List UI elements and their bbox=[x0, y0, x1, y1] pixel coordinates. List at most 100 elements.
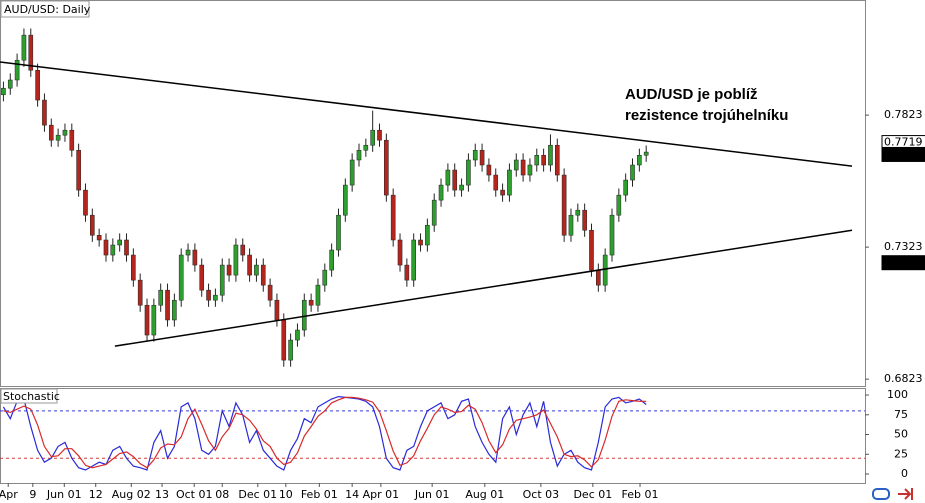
candle-body bbox=[596, 269, 601, 286]
candle-body bbox=[466, 159, 471, 186]
candle-body bbox=[42, 99, 47, 126]
candle-body bbox=[213, 294, 218, 301]
candle-body bbox=[103, 239, 109, 256]
x-tick-label: Feb 01 bbox=[301, 488, 338, 501]
x-tick-label: Feb 01 bbox=[622, 488, 659, 501]
x-tick-label: 9 bbox=[29, 488, 36, 501]
candle-body bbox=[554, 144, 560, 176]
candle-body bbox=[527, 164, 533, 176]
candle-body bbox=[158, 289, 163, 306]
candle-body bbox=[62, 129, 68, 136]
candle-body bbox=[240, 244, 246, 256]
trendline bbox=[114, 229, 853, 347]
candle-body bbox=[219, 264, 225, 296]
title-box bbox=[0, 388, 58, 404]
candle-body bbox=[192, 249, 198, 266]
candle-body bbox=[96, 234, 102, 241]
annotation: AUD/USD je poblíž bbox=[625, 86, 758, 103]
candle-body bbox=[431, 199, 437, 226]
candle-body bbox=[1, 87, 6, 96]
candle-body bbox=[411, 239, 416, 281]
x-tick-label: 14 bbox=[345, 488, 359, 501]
y-tick-label: 25 bbox=[894, 447, 908, 460]
title-box bbox=[0, 0, 90, 18]
x-tick-label: 13 bbox=[155, 488, 169, 501]
candle-body bbox=[479, 149, 485, 166]
x-tick-label: Aug 01 bbox=[465, 488, 504, 501]
y-tick-label: 75 bbox=[894, 408, 908, 421]
candle-body bbox=[500, 189, 505, 196]
candle-body bbox=[602, 254, 608, 286]
y-tick-label: 50 bbox=[894, 428, 908, 441]
candle-body bbox=[582, 209, 587, 231]
candle-body bbox=[397, 239, 403, 266]
candle-body bbox=[172, 299, 177, 321]
candle-body bbox=[165, 289, 170, 321]
y-tick-label: 0 bbox=[901, 467, 908, 480]
candle-body bbox=[452, 169, 458, 191]
candle-body bbox=[589, 229, 594, 271]
candle-body bbox=[370, 129, 375, 146]
main-panel bbox=[0, 0, 866, 387]
x-tick-label: Apr bbox=[0, 488, 18, 501]
candle-body bbox=[206, 289, 211, 301]
candle-body bbox=[69, 129, 75, 151]
candle-body bbox=[438, 184, 444, 201]
candle-body bbox=[425, 224, 430, 246]
icon[interactable] bbox=[872, 488, 890, 500]
candle-body bbox=[541, 154, 546, 166]
candle-body bbox=[254, 264, 259, 276]
candle-body bbox=[418, 239, 423, 246]
candle-body bbox=[137, 279, 143, 306]
chart-title: Stochastic bbox=[3, 390, 60, 403]
candle-body bbox=[568, 214, 574, 236]
annotation: rezistence trojúhelníku bbox=[625, 107, 788, 124]
candle-body bbox=[131, 254, 136, 281]
icons[interactable] bbox=[872, 488, 913, 500]
candle-body bbox=[356, 149, 362, 161]
candle-body bbox=[83, 189, 88, 216]
icon[interactable] bbox=[898, 488, 913, 500]
candle-body bbox=[117, 239, 122, 246]
candle-body bbox=[295, 329, 300, 341]
x-tick-label: Jun 01 bbox=[46, 488, 82, 501]
candle-body bbox=[404, 264, 410, 281]
x-tick-label: Apr 01 bbox=[363, 488, 400, 501]
candle-body bbox=[178, 254, 184, 301]
candle-body bbox=[548, 144, 553, 166]
x-tick-label: Jun 01 bbox=[414, 488, 450, 501]
candle-body bbox=[616, 194, 622, 216]
candle-body bbox=[575, 209, 581, 216]
candle-body bbox=[322, 269, 328, 286]
x-tick-label: 10 bbox=[279, 488, 293, 501]
candle-body bbox=[329, 249, 334, 271]
y-tick-label: 0.7823 bbox=[884, 108, 923, 121]
candle-body bbox=[48, 124, 54, 141]
candle-body bbox=[493, 174, 499, 191]
trendline bbox=[0, 61, 853, 167]
candle-body bbox=[21, 34, 27, 61]
price-label: 0.7264 bbox=[884, 256, 923, 269]
candle-body bbox=[343, 184, 348, 216]
candle-body bbox=[226, 264, 232, 276]
candle-body bbox=[90, 214, 95, 236]
candle-body bbox=[520, 159, 526, 176]
candle-body bbox=[336, 214, 341, 251]
candle-body bbox=[151, 304, 157, 336]
candle-body bbox=[185, 249, 191, 256]
chart-title: AUD/USD: Daily bbox=[4, 3, 91, 16]
price-label: 0.7674 bbox=[884, 147, 923, 160]
y-tick-label: 0.6823 bbox=[884, 372, 923, 385]
candle-body bbox=[643, 151, 649, 156]
candle-body bbox=[534, 154, 540, 166]
x-tick-label: Dec 01 bbox=[238, 488, 277, 501]
stochastic-panel bbox=[0, 388, 866, 484]
candle-body bbox=[233, 244, 239, 276]
candle-body bbox=[513, 159, 519, 171]
stochastic-line bbox=[2, 395, 647, 471]
y-tick-label: 0.7323 bbox=[884, 240, 923, 253]
candle-body bbox=[76, 149, 81, 191]
candle-body bbox=[377, 129, 382, 141]
candle-body bbox=[124, 239, 129, 256]
candle-body bbox=[267, 284, 273, 301]
